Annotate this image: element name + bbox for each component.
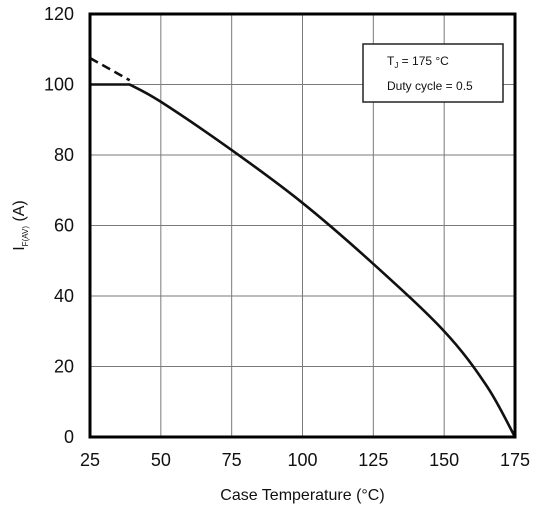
- y-tick-label: 100: [44, 75, 74, 95]
- x-tick-label: 150: [429, 450, 459, 470]
- tick-labels: 25 50 75 100 125 150 175 0 20 40 60 80 100 120: [44, 4, 530, 470]
- legend-temp-rest: = 175 °C: [398, 54, 449, 68]
- x-axis-label: Case Temperature (°C): [220, 487, 384, 504]
- legend-temp-subscript: J: [394, 61, 398, 70]
- y-tick-label: 80: [54, 145, 74, 165]
- x-tick-label: 175: [500, 450, 530, 470]
- y-axis-label-suffix: (A): [11, 200, 28, 226]
- x-tick-label: 75: [222, 450, 242, 470]
- series-line-solid: [90, 83, 517, 438]
- series-line-dashed: [89, 56, 131, 82]
- y-axis-label-subscript: F(AV): [21, 226, 30, 247]
- y-tick-label: 40: [54, 286, 74, 306]
- y-tick-label: 60: [54, 216, 74, 236]
- y-tick-label: 20: [54, 357, 74, 377]
- y-axis-label: IF(AV) (A): [11, 200, 30, 251]
- y-axis-label-main: I: [11, 246, 28, 250]
- legend-temp-main: T: [387, 54, 395, 68]
- series-lines: [89, 56, 517, 438]
- plot-frame: [88, 12, 517, 439]
- legend-line-duty-cycle: Duty cycle = 0.5: [387, 79, 473, 93]
- x-tick-label: 50: [151, 450, 171, 470]
- legend-line-temperature: TJ = 175 °C: [387, 54, 449, 70]
- y-tick-label: 120: [44, 4, 74, 24]
- x-tick-label: 100: [287, 450, 317, 470]
- y-tick-label: 0: [64, 427, 74, 447]
- x-tick-label: 125: [358, 450, 388, 470]
- x-tick-label: 25: [80, 450, 100, 470]
- legend-box: TJ = 175 °C Duty cycle = 0.5: [362, 43, 504, 103]
- legend-frame: [362, 43, 504, 103]
